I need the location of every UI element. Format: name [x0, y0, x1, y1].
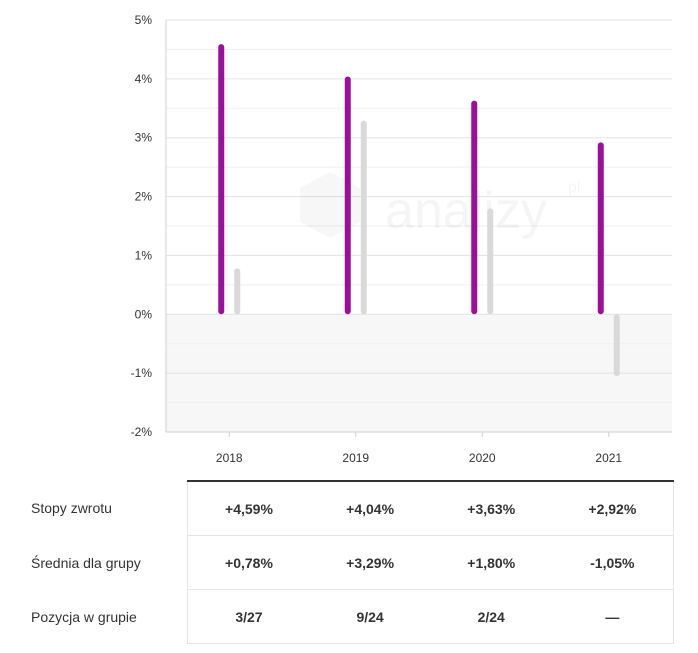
bar-fund-return: [218, 44, 225, 315]
x-tick-label: 2018: [216, 451, 243, 465]
table-cell: +1,80%: [430, 535, 552, 590]
table-cell: +3,29%: [309, 535, 431, 590]
table-filler: [673, 536, 698, 590]
table-cell: 2/24: [430, 589, 552, 644]
watermark: analizy pl: [300, 172, 580, 240]
table-filler: [673, 590, 698, 644]
table-cell: 3/27: [187, 589, 310, 644]
table-cell: 9/24: [309, 589, 431, 644]
bar-fund-return: [471, 100, 478, 315]
bars: [218, 44, 620, 377]
bar-group-average: [360, 120, 367, 315]
table-cell: +4,04%: [309, 480, 431, 536]
table-cell: +4,59%: [187, 480, 310, 536]
y-tick-label: -2%: [131, 425, 153, 439]
y-tick-label: 3%: [135, 131, 153, 145]
x-tick-label: 2021: [595, 451, 622, 465]
x-tick-label: 2020: [469, 451, 496, 465]
y-tick-label: 0%: [135, 307, 153, 321]
y-tick-label: 5%: [135, 13, 153, 27]
row-label: Pozycja w grupie: [31, 608, 137, 625]
table-cell: —: [551, 589, 674, 644]
bar-group-average: [613, 314, 620, 377]
row-label: Średnia dla grupy: [31, 554, 141, 571]
bar-chart: analizy pl 5%4%3%2%1%0%-1%-2% 2018201920…: [131, 13, 672, 465]
y-axis-labels: 5% 4% 3% 2% 1% 0% -1% -2%: [131, 13, 153, 439]
table-row: Średnia dla grupy +0,78% +3,29% +1,80% -1,05…: [0, 535, 698, 590]
table-filler: [673, 481, 698, 536]
x-axis-labels: 2018 2019 2020 2021: [216, 432, 622, 465]
watermark-text: analizy: [385, 182, 547, 240]
y-tick-label: 4%: [135, 72, 153, 86]
table-cell: +2,92%: [551, 480, 674, 536]
row-label: Stopy zwrotu: [31, 500, 112, 517]
y-tick-label: 2%: [135, 190, 153, 204]
table-cell: -1,05%: [551, 535, 674, 590]
table-cell: +0,78%: [187, 535, 310, 590]
watermark-logo-icon: [300, 172, 360, 238]
bar-group-average: [487, 208, 494, 315]
x-tick-label: 2019: [342, 451, 369, 465]
table-row: Stopy zwrotu +4,59% +4,04% +3,63% +2,92%: [0, 480, 698, 536]
table-cell: +3,63%: [430, 480, 552, 536]
stats-table: Stopy zwrotu +4,59% +4,04% +3,63% +2,92% Śred…: [0, 480, 698, 644]
bar-group-average: [234, 268, 241, 315]
watermark-suffix: pl: [568, 179, 580, 196]
bar-fund-return: [597, 142, 604, 315]
bar-fund-return: [344, 76, 351, 315]
y-tick-label: 1%: [135, 248, 153, 262]
table-row: Pozycja w grupie 3/27 9/24 2/24—: [0, 589, 698, 644]
y-tick-label: -1%: [131, 366, 153, 380]
